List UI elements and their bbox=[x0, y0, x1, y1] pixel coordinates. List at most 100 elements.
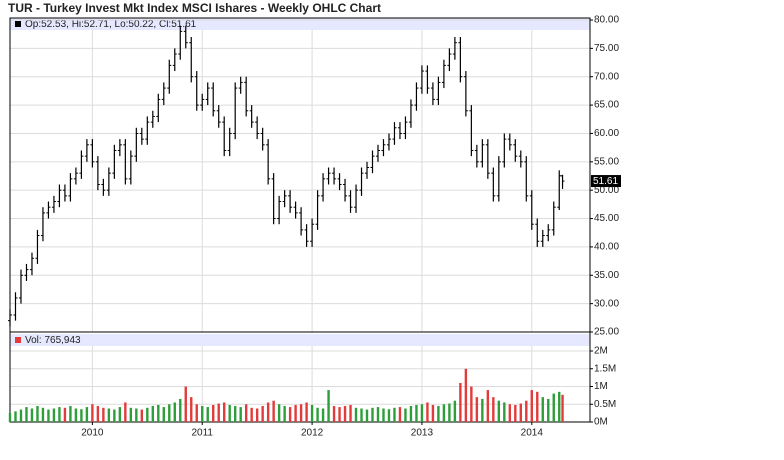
volume-bar bbox=[486, 390, 490, 422]
volume-bar bbox=[536, 391, 539, 422]
grid bbox=[10, 19, 590, 423]
volume-bar bbox=[464, 368, 468, 422]
volume-bar bbox=[30, 408, 34, 422]
volume-bar bbox=[14, 411, 17, 422]
volume-bar bbox=[184, 386, 187, 422]
volume-bar bbox=[151, 406, 155, 422]
last-price-box bbox=[591, 175, 621, 188]
volume-bar bbox=[382, 408, 385, 422]
volume-bar bbox=[217, 403, 220, 422]
volume-bar bbox=[19, 409, 23, 422]
y-tick-label: 55.00 bbox=[594, 156, 619, 167]
volume-tick-label: 0.5M bbox=[594, 399, 616, 410]
volume-bar bbox=[206, 407, 209, 422]
price-legend: Op:52.53, Hi:52.71, Lo:50.22, Cl:51.61 bbox=[25, 19, 197, 30]
volume-bar bbox=[558, 391, 561, 422]
y-tick-label: 80.00 bbox=[594, 15, 619, 26]
volume-bar bbox=[173, 402, 176, 422]
volume-bar bbox=[277, 404, 281, 422]
volume-bar bbox=[244, 404, 248, 422]
volume-bar bbox=[69, 406, 72, 422]
volume-bar bbox=[332, 406, 336, 422]
volume-bar bbox=[233, 406, 237, 422]
chart-title: TUR - Turkey Invest Mkt Index MSCI Ishar… bbox=[8, 1, 381, 15]
volume-bar bbox=[321, 408, 325, 422]
volume-tick-label: 1.5M bbox=[594, 363, 616, 374]
price-panel: Op:52.53, Hi:52.71, Lo:50.22, Cl:51.61 bbox=[10, 18, 590, 30]
x-tick-label: 2012 bbox=[301, 428, 324, 439]
x-tick-label: 2014 bbox=[521, 428, 544, 439]
volume-bar bbox=[376, 407, 380, 422]
volume-bar bbox=[250, 407, 253, 422]
x-tick-label: 2013 bbox=[411, 428, 434, 439]
volume-bar bbox=[266, 402, 270, 422]
volume-bar bbox=[168, 404, 171, 422]
volume-bar bbox=[547, 398, 550, 422]
volume-bar bbox=[552, 393, 555, 422]
volume-bar bbox=[470, 386, 473, 422]
volume-bar bbox=[63, 407, 67, 422]
volume-bar bbox=[354, 407, 358, 422]
volume-bar bbox=[288, 407, 292, 422]
legend-swatch bbox=[15, 21, 21, 27]
volume-bar bbox=[124, 402, 127, 422]
volume-bar bbox=[52, 408, 56, 422]
volume-bar bbox=[475, 397, 479, 422]
volume-bar bbox=[118, 407, 122, 422]
volume-bar bbox=[129, 407, 133, 422]
y-tick-label: 50.00 bbox=[594, 185, 619, 196]
volume-bar bbox=[398, 407, 402, 422]
y-tick-label: 65.00 bbox=[594, 100, 619, 111]
volume-bar bbox=[514, 404, 517, 422]
volume-bar bbox=[365, 409, 369, 422]
volume-bar bbox=[239, 407, 242, 422]
volume-bar bbox=[102, 407, 105, 422]
volume-bar bbox=[503, 402, 506, 422]
volume-bar bbox=[195, 404, 198, 422]
volume-bar bbox=[58, 407, 61, 422]
volume-bar bbox=[561, 394, 564, 422]
volume-bar bbox=[146, 407, 149, 422]
legend-band bbox=[10, 18, 590, 30]
volume-bar bbox=[157, 404, 160, 422]
volume-bar bbox=[525, 400, 528, 422]
y-tick-label: 45.00 bbox=[594, 213, 619, 224]
volume-bar bbox=[448, 403, 451, 422]
volume-bar bbox=[453, 400, 457, 422]
ohlc-bars bbox=[8, 25, 565, 422]
volume-bar bbox=[459, 382, 462, 422]
volume-bar bbox=[201, 406, 204, 422]
volume-bar bbox=[36, 406, 39, 422]
volume-bar bbox=[85, 407, 89, 422]
volume-bar bbox=[371, 407, 374, 422]
volume-bar bbox=[327, 390, 330, 422]
volume-bar bbox=[299, 404, 303, 422]
volume-bar bbox=[8, 413, 12, 422]
volume-bar bbox=[349, 404, 352, 422]
volume-bar bbox=[179, 398, 182, 422]
volume-bar bbox=[508, 404, 512, 422]
volume-bar bbox=[387, 409, 391, 422]
volume-bar bbox=[74, 408, 78, 422]
volume-bar bbox=[343, 406, 347, 422]
volume-bar bbox=[305, 402, 308, 422]
volume-tick-label: 1M bbox=[594, 381, 608, 392]
volume-bar bbox=[316, 407, 319, 422]
volume-bar bbox=[255, 408, 259, 422]
y-tick-label: 35.00 bbox=[594, 270, 619, 281]
volume-bar bbox=[190, 397, 193, 422]
y-tick-label: 30.00 bbox=[594, 298, 619, 309]
volume-bar bbox=[261, 406, 264, 422]
volume-tick-label: 2M bbox=[594, 346, 608, 357]
x-tick-label: 2011 bbox=[191, 428, 213, 439]
volume-bar bbox=[360, 408, 363, 422]
volume-bar bbox=[113, 409, 116, 422]
volume-bar bbox=[409, 406, 413, 422]
volume-bar bbox=[283, 406, 286, 422]
volume-bar bbox=[426, 402, 429, 422]
y-tick-label: 75.00 bbox=[594, 43, 619, 54]
y-tick-label: 40.00 bbox=[594, 242, 619, 253]
volume-bar bbox=[442, 404, 446, 422]
volume-bar bbox=[91, 404, 94, 422]
volume-bar bbox=[223, 402, 226, 422]
